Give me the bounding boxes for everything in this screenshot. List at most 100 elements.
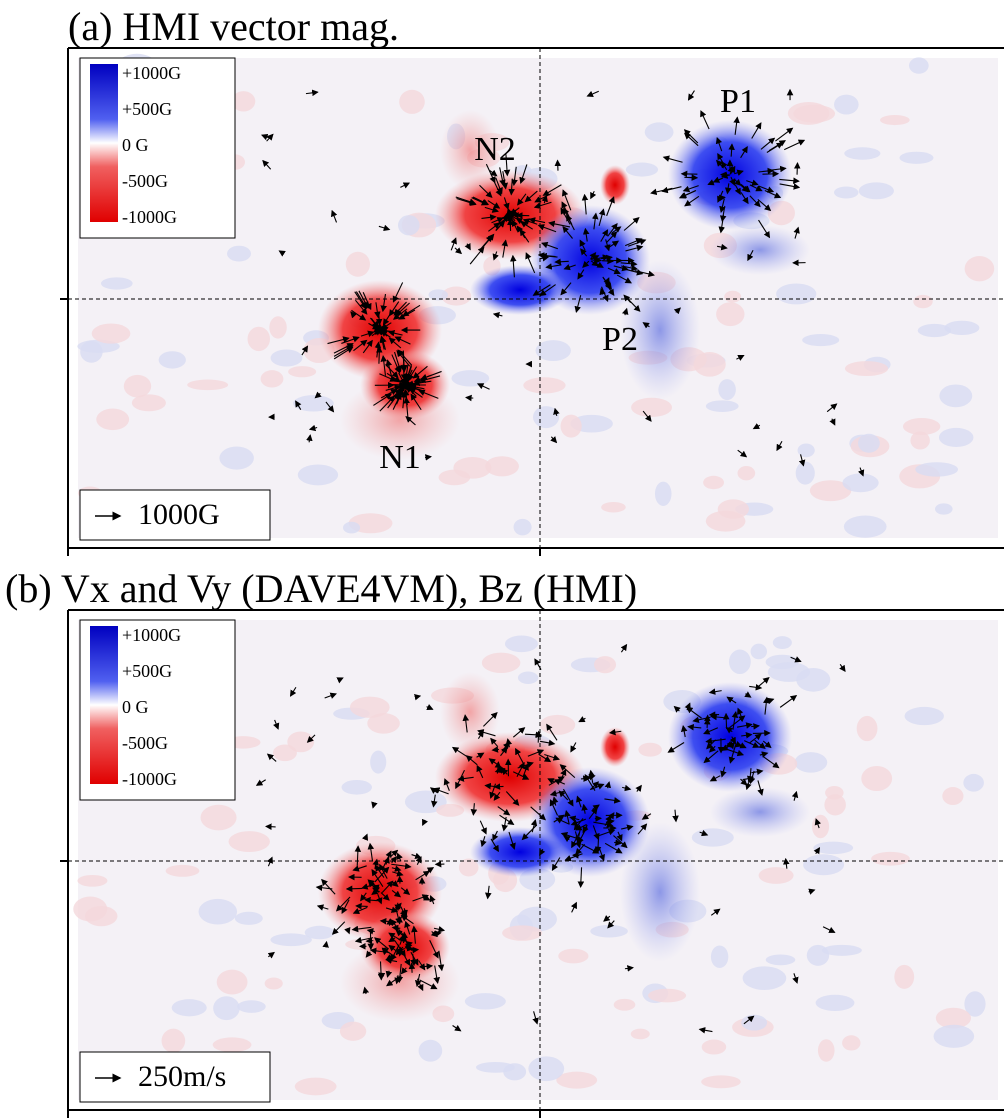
- arrow: [315, 884, 333, 892]
- arrow: [476, 752, 485, 759]
- arrow: [570, 742, 577, 753]
- arrow: [622, 784, 632, 792]
- arrow: [604, 797, 621, 804]
- arrow: [412, 365, 428, 379]
- arrow: [650, 187, 673, 196]
- arrow: [759, 751, 769, 758]
- arrow: [429, 894, 436, 905]
- arrow: [429, 940, 439, 959]
- arrow: [717, 243, 728, 251]
- arrow: [488, 222, 501, 232]
- arrow: [577, 269, 585, 280]
- arrow: [607, 920, 615, 929]
- noise: [349, 696, 390, 718]
- noise: [842, 1035, 861, 1051]
- arrow: [391, 889, 402, 898]
- noise: [833, 186, 859, 199]
- arrow: [354, 936, 374, 944]
- arrow: [376, 324, 384, 336]
- arrow: [720, 766, 727, 778]
- arrow: [582, 824, 589, 834]
- arrow: [505, 738, 513, 748]
- arrow: [431, 794, 438, 808]
- noise: [718, 379, 736, 401]
- arrow: [522, 218, 538, 225]
- arrow: [613, 264, 629, 272]
- arrow: [744, 691, 752, 698]
- arrow: [396, 852, 403, 862]
- noise: [813, 841, 854, 855]
- arrow: [563, 835, 571, 843]
- arrow: [606, 231, 618, 243]
- arrow: [588, 807, 598, 820]
- noise: [528, 1056, 565, 1082]
- noise: [811, 814, 830, 839]
- noise: [200, 804, 237, 831]
- noise: [451, 370, 490, 387]
- arrow: [687, 90, 695, 101]
- arrow: [374, 937, 390, 950]
- field-region: [360, 912, 450, 982]
- noise: [294, 1077, 337, 1096]
- arrow: [479, 184, 493, 199]
- arrow: [762, 740, 772, 749]
- noise: [944, 320, 980, 335]
- arrow: [682, 185, 699, 193]
- noise: [705, 510, 746, 532]
- arrow: [492, 830, 499, 842]
- arrow: [266, 753, 277, 762]
- arrow: [736, 722, 753, 729]
- arrow: [420, 370, 442, 381]
- noise: [701, 1075, 741, 1089]
- panel-title: (b) Vx and Vy (DAVE4VM), Bz (HMI): [5, 566, 637, 611]
- arrow: [533, 201, 552, 209]
- arrow: [492, 251, 499, 261]
- arrow: [539, 254, 550, 262]
- arrow: [679, 190, 697, 199]
- arrow: [413, 693, 422, 701]
- arrow: [603, 915, 611, 922]
- noise: [742, 966, 787, 990]
- scale-label: 1000G: [138, 498, 220, 531]
- arrow: [749, 733, 762, 744]
- arrow: [400, 182, 411, 189]
- arrow: [582, 260, 590, 268]
- arrow: [581, 193, 589, 215]
- arrow: [519, 228, 530, 243]
- arrow: [604, 282, 615, 296]
- arrow: [388, 337, 402, 349]
- arrow: [366, 928, 375, 935]
- noise: [339, 1021, 367, 1041]
- arrow: [683, 129, 699, 144]
- arrow: [662, 155, 683, 163]
- noise: [844, 147, 881, 160]
- arrow: [371, 869, 384, 888]
- noise: [758, 867, 794, 884]
- noise: [77, 874, 108, 887]
- arrow: [401, 931, 408, 942]
- arrow: [411, 925, 418, 944]
- noise: [343, 521, 361, 534]
- arrow: [746, 768, 754, 783]
- noise: [131, 394, 166, 412]
- arrow: [599, 287, 606, 296]
- arrow: [410, 393, 422, 411]
- arrow: [336, 677, 344, 684]
- noise: [476, 1061, 515, 1073]
- colorbar-label: -1000G: [122, 769, 177, 789]
- arrow: [353, 339, 368, 352]
- vector-arrows: [260, 88, 865, 477]
- arrow: [586, 90, 599, 97]
- arrow: [762, 696, 770, 715]
- arrow: [793, 226, 800, 239]
- arrow: [611, 226, 622, 234]
- field-region: [440, 110, 500, 190]
- arrow: [350, 311, 358, 319]
- arrow: [616, 274, 632, 284]
- arrow: [365, 950, 373, 958]
- arrow: [508, 831, 516, 850]
- noise: [213, 996, 240, 1021]
- arrow: [405, 415, 416, 426]
- arrow: [464, 243, 471, 251]
- arrow: [625, 244, 644, 252]
